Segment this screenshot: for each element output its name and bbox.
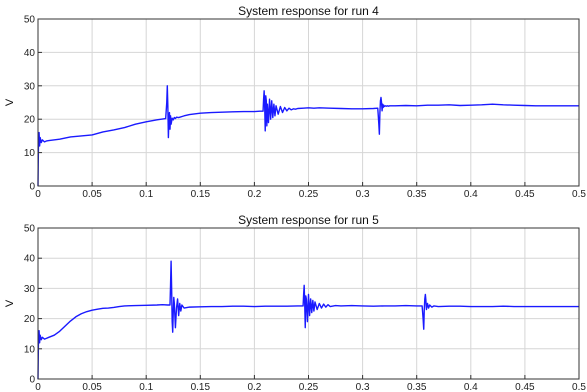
x-tick-label: 0.35 <box>407 382 427 392</box>
y-tick-label: 40 <box>24 254 36 265</box>
x-tick-label: 0 <box>35 189 41 200</box>
y-tick-label: 40 <box>24 48 36 59</box>
x-tick-label: 0.3 <box>356 189 370 200</box>
y-tick-label: 30 <box>24 284 36 295</box>
x-tick-label: 0.05 <box>82 189 102 200</box>
x-tick-label: 0.3 <box>356 382 370 392</box>
y-tick-label: 10 <box>24 344 36 355</box>
y-tick-label: 0 <box>29 182 35 193</box>
x-tick-label: 0.15 <box>191 189 211 200</box>
series-line <box>37 85 579 187</box>
x-tick-label: 0.45 <box>515 189 535 200</box>
x-tick-label: 0.45 <box>515 382 535 392</box>
x-tick-label: 0.5 <box>572 189 586 200</box>
x-tick-label: 0.5 <box>572 382 586 392</box>
y-tick-label: 0 <box>29 375 35 386</box>
x-tick-label: 0.2 <box>247 382 261 392</box>
x-tick-label: 0.1 <box>139 382 153 392</box>
y-axis-label: V <box>4 98 16 106</box>
x-tick-label: 0.15 <box>191 382 211 392</box>
chart-title: System response for run 5 <box>238 213 379 227</box>
x-tick-label: 0.1 <box>139 189 153 200</box>
y-axis-label: V <box>4 299 16 307</box>
x-tick-label: 0.4 <box>464 189 478 200</box>
x-tick-label: 0.2 <box>247 189 261 200</box>
chart-title: System response for run 4 <box>238 4 379 18</box>
x-tick-label: 0.25 <box>299 189 319 200</box>
x-tick-label: 0.25 <box>299 382 319 392</box>
x-tick-label: 0 <box>35 382 41 392</box>
x-tick-label: 0.35 <box>407 189 427 200</box>
y-tick-label: 20 <box>24 115 36 126</box>
y-tick-label: 20 <box>24 314 36 325</box>
y-tick-label: 30 <box>24 81 36 92</box>
series-line <box>37 260 579 380</box>
y-tick-label: 50 <box>24 15 36 26</box>
chart-panel-run-5: 0 0.05 0.1 0.15 0.2 0.25 0.3 0.35 0.4 0.45 0.5 0 10 2… <box>4 213 586 392</box>
chart-panel-run-4: 0 0.05 0.1 0.15 0.2 0.25 0.3 0.35 0.4 0.45 0.5 0 10 2… <box>4 4 586 200</box>
x-tick-label: 0.05 <box>82 382 102 392</box>
x-tick-label: 0.4 <box>464 382 478 392</box>
y-tick-label: 50 <box>24 224 36 235</box>
y-tick-label: 10 <box>24 148 36 159</box>
